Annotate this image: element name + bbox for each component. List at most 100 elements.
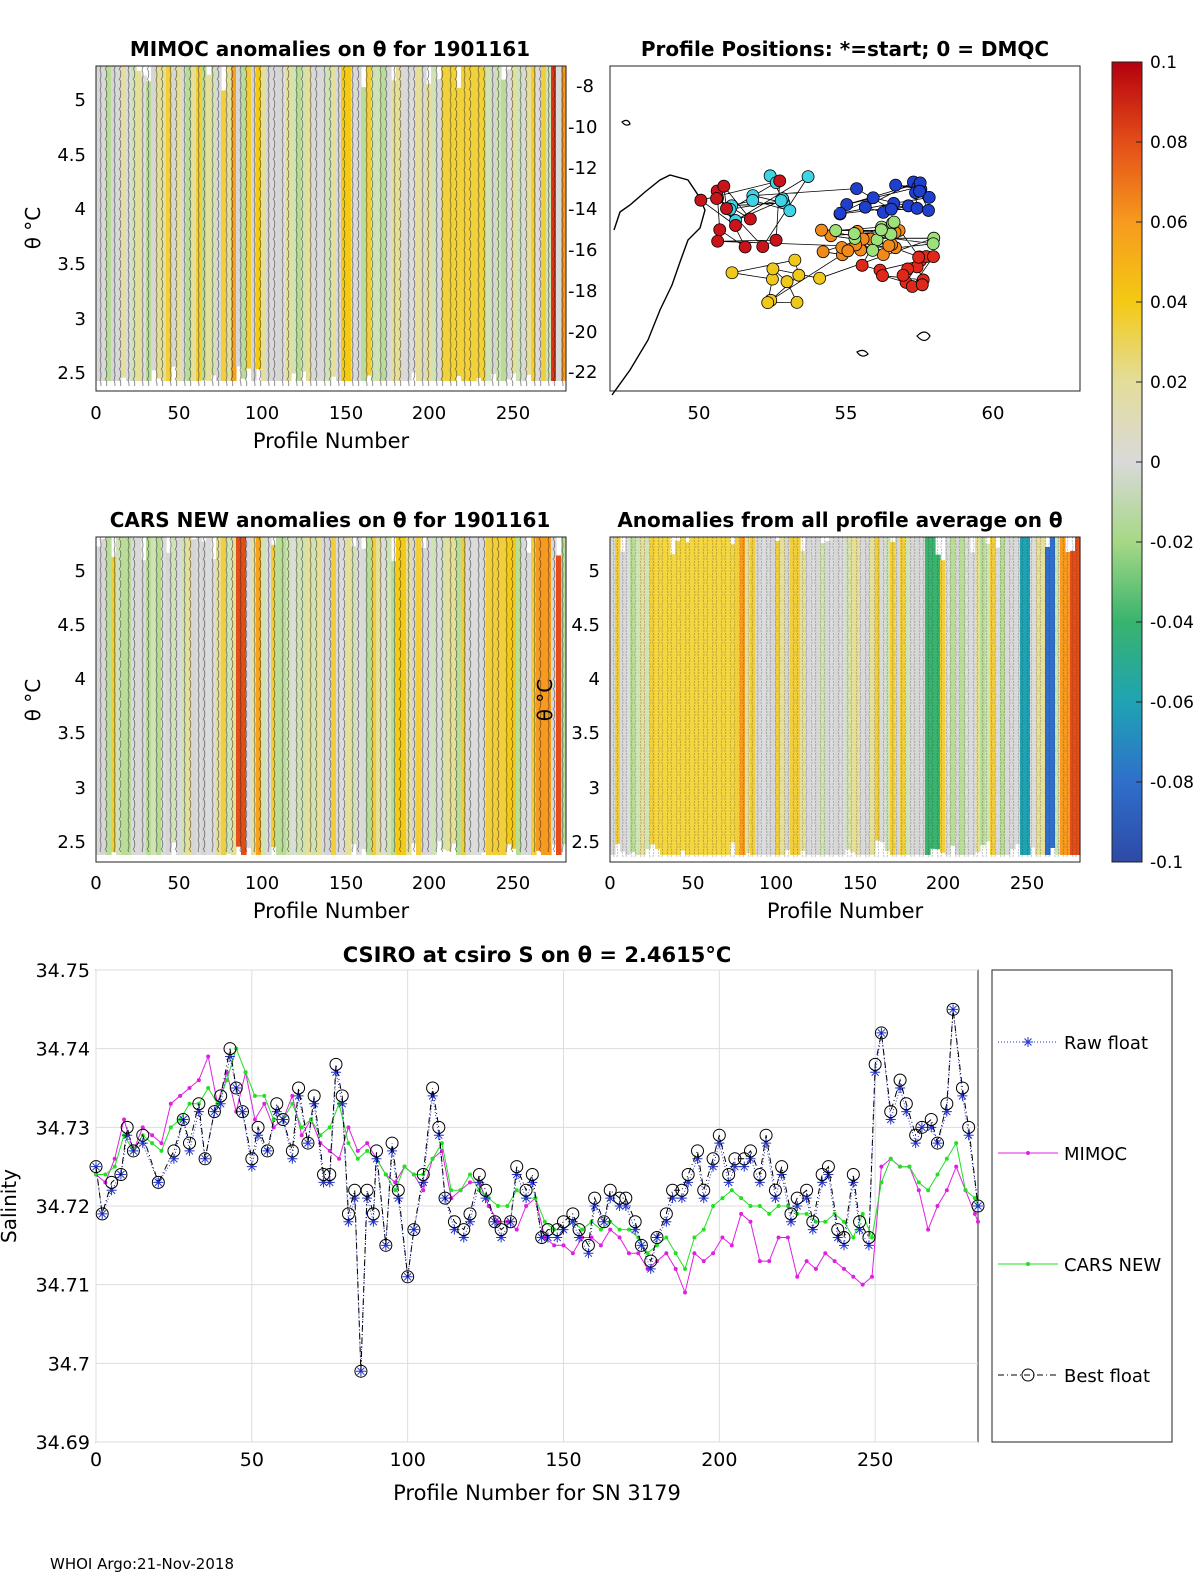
- positions-ytick: -10: [568, 117, 597, 138]
- data-point: [223, 1042, 237, 1056]
- data-point: [785, 1235, 790, 1240]
- y-tick-label: 34.69: [36, 1432, 90, 1454]
- data-point: [207, 1105, 221, 1119]
- data-point: [729, 1188, 734, 1193]
- data-point: [617, 1227, 622, 1232]
- data-point: [673, 1251, 678, 1256]
- data-point: [644, 1254, 658, 1268]
- data-point: [309, 1098, 320, 1109]
- data-point: [393, 1180, 398, 1185]
- float-track: ✲: [694, 169, 941, 310]
- data-point: [860, 1282, 865, 1287]
- data-point: [458, 1188, 463, 1193]
- data-point: [252, 1093, 257, 1098]
- profile-position-marker: [915, 278, 929, 292]
- data-point: [712, 1128, 726, 1142]
- profile-position-marker: [725, 266, 739, 280]
- data-point: [566, 1207, 580, 1221]
- data-point: [214, 1089, 228, 1103]
- allavg-xtick: 250: [1010, 873, 1044, 894]
- data-point: [860, 1211, 865, 1216]
- positions-ytick: -8: [576, 76, 594, 97]
- data-point: [728, 1152, 742, 1166]
- data-point: [536, 1232, 547, 1243]
- data-point: [329, 1057, 343, 1071]
- allavg-xtick: 100: [759, 873, 793, 894]
- data-point: [739, 1196, 744, 1201]
- cars-ytick: 4: [75, 669, 86, 690]
- data-point: [215, 1098, 226, 1109]
- data-point: [673, 1266, 678, 1271]
- data-point: [285, 1144, 299, 1158]
- data-point: [681, 1168, 695, 1182]
- positions-axes-box: [609, 65, 1081, 392]
- data-point: [276, 1112, 290, 1126]
- x-tick-label: 150: [545, 1449, 581, 1471]
- data-point: [870, 1235, 875, 1240]
- mimoc-ytick: 4.5: [57, 145, 86, 166]
- data-point: [504, 1215, 518, 1229]
- data-point: [935, 1204, 940, 1208]
- profile-position-marker: [790, 295, 804, 309]
- data-point: [957, 1090, 968, 1101]
- data-point: [972, 1196, 977, 1201]
- data-point: [915, 1120, 929, 1134]
- data-point: [664, 1251, 669, 1256]
- data-point: [206, 1054, 211, 1059]
- profile-position-marker: [847, 227, 861, 240]
- data-point: [379, 1238, 393, 1252]
- data-point: [723, 1177, 734, 1188]
- allavg-ytick: 2.5: [571, 832, 600, 853]
- start-marker-icon: ✲: [823, 196, 838, 217]
- data-point: [851, 1235, 856, 1240]
- data-point: [383, 1172, 388, 1177]
- mimoc-xtick: 50: [168, 403, 191, 424]
- data-point: [667, 1193, 678, 1204]
- data-point: [926, 1122, 937, 1133]
- coastline-island: [621, 119, 931, 357]
- data-point: [270, 1097, 284, 1111]
- data-point: [706, 1152, 720, 1166]
- data-point: [355, 1148, 360, 1153]
- profile-position-marker: [711, 234, 725, 248]
- profile-position-marker: [694, 193, 708, 207]
- data-point: [112, 1164, 117, 1169]
- data-point: [697, 1183, 711, 1197]
- data-point: [698, 1193, 709, 1204]
- x-tick-label: 0: [90, 1449, 102, 1471]
- data-point: [899, 1097, 913, 1111]
- data-point: [832, 1259, 837, 1264]
- data-point: [597, 1215, 611, 1229]
- mimoc-title: MIMOC anomalies on θ for 1901161: [130, 37, 530, 61]
- colorbar-ticks: 0.1 0.08 0.06 0.04 0.02 0 -0.02 -0.04 -0.06 -0.08…: [1136, 53, 1194, 873]
- legend-marker: [1026, 1151, 1030, 1155]
- cars-panel: CARS NEW anomalies on θ for 1901161 5 4.…: [21, 508, 567, 923]
- data-point: [692, 1235, 697, 1240]
- data-point: [511, 1169, 522, 1180]
- data-point: [97, 1208, 108, 1219]
- colorbar-tick-label: -0.08: [1150, 773, 1194, 793]
- data-point: [757, 1204, 762, 1208]
- data-point: [868, 1057, 882, 1071]
- legend-label: Raw float: [1064, 1033, 1148, 1054]
- data-point: [318, 1133, 323, 1138]
- data-point: [253, 1130, 264, 1141]
- data-point: [567, 1216, 578, 1227]
- y-tick-label: 34.75: [36, 960, 90, 982]
- data-point: [479, 1183, 493, 1197]
- cars-title: CARS NEW anomalies on θ for 1901161: [110, 508, 551, 532]
- data-point: [355, 1156, 360, 1161]
- data-point: [105, 1175, 119, 1189]
- data-point: [307, 1089, 321, 1103]
- data-point: [800, 1183, 814, 1197]
- mimoc-ytick: 4: [75, 199, 86, 220]
- data-point: [327, 1148, 332, 1153]
- data-point: [955, 1081, 969, 1095]
- profile-position-marker: [850, 182, 863, 196]
- data-point: [748, 1219, 753, 1224]
- data-point: [302, 1138, 313, 1149]
- data-point: [963, 1130, 974, 1141]
- profile-position-marker: [816, 245, 830, 259]
- data-point: [846, 1168, 860, 1182]
